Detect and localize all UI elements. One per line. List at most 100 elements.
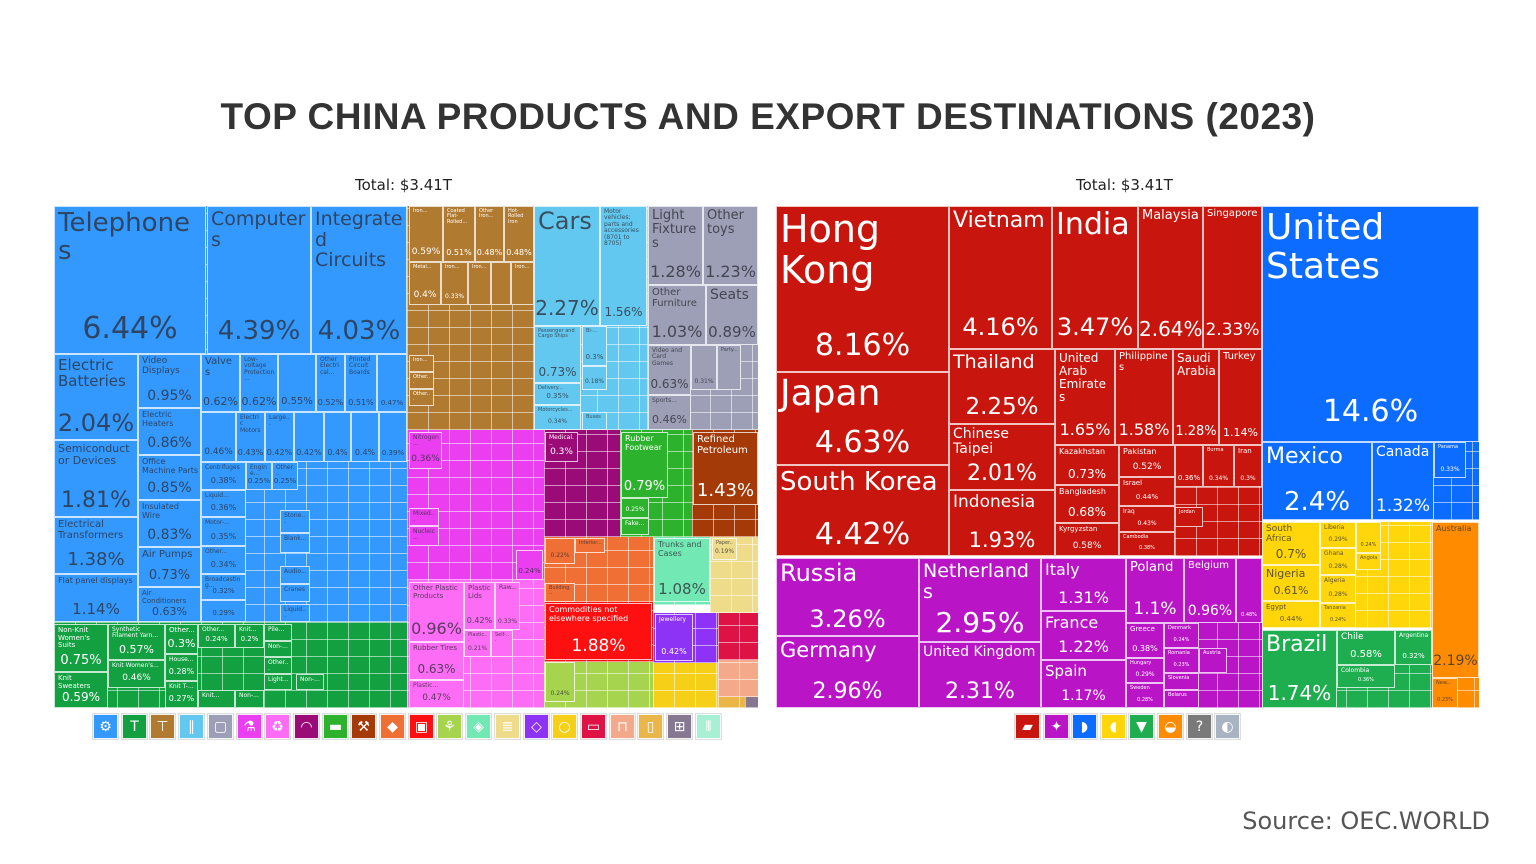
- t-shirt-icon[interactable]: T: [121, 713, 148, 740]
- treemap-cell[interactable]: Stone...: [280, 510, 310, 533]
- shoe-icon[interactable]: ▬: [322, 713, 349, 740]
- treemap-cell[interactable]: Other Electrical... 0.52%: [316, 354, 345, 412]
- treemap-cell[interactable]: Air Conditioners 0.63%: [138, 587, 201, 622]
- treemap-cell[interactable]: Hot-Rolled Iron 0.48%: [504, 206, 534, 262]
- treemap-cell[interactable]: Poland 1.1%: [1126, 558, 1184, 623]
- treemap-cell[interactable]: Paper... 0.19%: [712, 538, 737, 560]
- treemap-cell[interactable]: Burma 0.34%: [1203, 445, 1234, 487]
- treemap-cell[interactable]: Brazil 1.74%: [1262, 630, 1337, 708]
- treemap-cell[interactable]: Iraq 0.43%: [1119, 506, 1175, 532]
- treemap-cell[interactable]: Sports... 0.46%: [648, 395, 691, 430]
- treemap-cell[interactable]: Russia 3.26%: [776, 558, 919, 636]
- treemap-cell[interactable]: Semiconductor Devices 1.81%: [54, 440, 138, 517]
- treemap-cell[interactable]: Malaysia 2.64%: [1138, 206, 1203, 349]
- treemap-cell[interactable]: Netherlands 2.95%: [919, 558, 1041, 642]
- treemap-cell[interactable]: Jordan: [1175, 507, 1203, 527]
- treemap-cell[interactable]: Slovenia: [1164, 673, 1199, 690]
- treemap-cell[interactable]: Metal... 0.4%: [409, 262, 441, 305]
- treemap-cell[interactable]: Integrated Circuits 4.03%: [311, 206, 407, 354]
- fruit-icon[interactable]: ○: [551, 713, 578, 740]
- treemap-cell[interactable]: 0.48%: [1236, 558, 1262, 623]
- north-america-map-icon[interactable]: ◗: [1071, 713, 1098, 740]
- treemap-cell[interactable]: South Korea 4.42%: [776, 465, 949, 556]
- europe-map-icon[interactable]: ✦: [1043, 713, 1070, 740]
- treemap-cell[interactable]: Non-...: [235, 690, 264, 708]
- treemap-cell[interactable]: Algeria 0.28%: [1320, 575, 1356, 603]
- treemap-cell[interactable]: Argentina 0.32%: [1395, 630, 1432, 665]
- treemap-cell[interactable]: Panama 0.33%: [1434, 442, 1466, 478]
- treemap-cell[interactable]: Rubber Tires 0.63%: [409, 642, 464, 680]
- treemap-cell[interactable]: Non-Knit Women's Suits 0.75%: [54, 624, 108, 672]
- treemap-cell[interactable]: Romania 0.23%: [1164, 648, 1199, 673]
- treemap-cell[interactable]: Austria: [1199, 648, 1227, 673]
- treemap-cell[interactable]: Plastic Lids 0.42%: [464, 582, 495, 630]
- treemap-cell[interactable]: Other...: [264, 657, 292, 674]
- treemap-cell[interactable]: Spain 1.17%: [1041, 660, 1126, 708]
- treemap-cell[interactable]: Trunks and Cases 1.08%: [654, 538, 710, 602]
- treemap-cell[interactable]: Hong Kong 8.16%: [776, 206, 949, 372]
- treemap-cell[interactable]: Turkey 1.14%: [1219, 349, 1262, 445]
- treemap-cell[interactable]: Iron... 0.33%: [441, 262, 468, 305]
- treemap-cell[interactable]: Ghana 0.28%: [1320, 548, 1356, 575]
- treemap-cell[interactable]: United Kingdom 2.31%: [919, 642, 1041, 708]
- treemap-cell[interactable]: Knit Sweaters 0.59%: [54, 672, 108, 708]
- treemap-cell[interactable]: 0.4%: [324, 412, 351, 462]
- gauge-icon[interactable]: ◠: [293, 713, 320, 740]
- treemap-cell[interactable]: Air Pumps 0.73%: [138, 547, 201, 587]
- treemap-cell[interactable]: Jewellery 0.42%: [655, 614, 693, 661]
- treemap-cell[interactable]: Bangladesh 0.68%: [1055, 485, 1119, 523]
- treemap-cell[interactable]: Computers 4.39%: [207, 206, 311, 354]
- treemap-cell[interactable]: 0.24%: [516, 550, 543, 580]
- treemap-cell[interactable]: Nucleic...: [409, 526, 439, 546]
- treemap-cell[interactable]: Party...: [717, 345, 741, 390]
- treemap-cell[interactable]: 0.25%: [621, 498, 649, 518]
- treemap-cell[interactable]: Egypt 0.44%: [1262, 601, 1320, 628]
- treemap-cell[interactable]: 0.46%: [201, 412, 236, 462]
- stone-icon[interactable]: ◆: [379, 713, 406, 740]
- box-icon[interactable]: ▢: [207, 713, 234, 740]
- treemap-cell[interactable]: Singapore 2.33%: [1203, 206, 1262, 349]
- treemap-cell[interactable]: Mixed...: [409, 508, 439, 526]
- treemap-cell[interactable]: 0.36%: [1175, 445, 1203, 487]
- treemap-cell[interactable]: Vietnam 4.16%: [949, 206, 1052, 349]
- treemap-cell[interactable]: Synthetic Filament Yarn... 0.57%: [108, 624, 165, 660]
- treemap-cell[interactable]: Mexico 2.4%: [1262, 442, 1372, 520]
- treemap-cell[interactable]: Canada 1.32%: [1372, 442, 1434, 520]
- treemap-cell[interactable]: Motor-... 0.35%: [201, 517, 246, 546]
- treemap-cell[interactable]: Philippines 1.58%: [1115, 349, 1173, 445]
- asia-map-icon[interactable]: ▰: [1014, 713, 1041, 740]
- treemap-cell[interactable]: Knit T-... 0.27%: [165, 681, 198, 708]
- treemap-cell[interactable]: Other...: [409, 389, 434, 406]
- bottle-icon[interactable]: ▯: [637, 713, 664, 740]
- treemap-cell[interactable]: Light...: [264, 674, 292, 690]
- treemap-cell[interactable]: Electrical Transformers 1.38%: [54, 517, 138, 574]
- treemap-cell[interactable]: Knit...: [198, 690, 235, 708]
- treemap-cell[interactable]: Pakistan 0.52%: [1119, 445, 1175, 477]
- treemap-cell[interactable]: 0.4%: [351, 412, 379, 462]
- gun-icon[interactable]: ▭: [580, 713, 607, 740]
- treemap-cell[interactable]: Seats 0.89%: [706, 285, 758, 345]
- treemap-cell[interactable]: Flat panel displays 1.14%: [54, 574, 138, 622]
- treemap-cell[interactable]: Office Machine Parts 0.85%: [138, 455, 201, 500]
- treemap-cell[interactable]: Japan 4.63%: [776, 372, 949, 465]
- treemap-cell[interactable]: Raw... 0.33%: [495, 582, 520, 630]
- treemap-cell[interactable]: Electric Motors 0.43%: [236, 412, 265, 462]
- treemap-cell[interactable]: Knit Women's... 0.46%: [108, 660, 165, 688]
- treemap-cell[interactable]: Fake...: [621, 518, 649, 535]
- treemap-cell[interactable]: Other Iron... 0.48%: [475, 206, 504, 262]
- treemap-cell[interactable]: Greece 0.38%: [1126, 623, 1164, 658]
- treemap-cell[interactable]: Other... 0.34%: [201, 546, 246, 574]
- treemap-cell[interactable]: Rubber Footwear 0.79%: [621, 432, 668, 498]
- treemap-cell[interactable]: Electric Heaters 0.86%: [138, 408, 201, 455]
- diamond-icon[interactable]: ◇: [523, 713, 550, 740]
- flask-icon[interactable]: ⚗: [236, 713, 263, 740]
- treemap-cell[interactable]: 0.39%: [379, 412, 407, 462]
- treemap-cell[interactable]: United States 14.6%: [1262, 206, 1479, 442]
- treemap-cell[interactable]: Broadcasting... 0.32%: [201, 574, 246, 600]
- treemap-cell[interactable]: Angola: [1356, 553, 1381, 570]
- treemap-cell[interactable]: 0.18%: [582, 366, 607, 390]
- gear-icon[interactable]: ⚙: [92, 713, 119, 740]
- question-mark-icon[interactable]: ?: [1186, 713, 1213, 740]
- treemap-cell[interactable]: Iron...: [468, 262, 491, 305]
- anvil-icon[interactable]: ⊤: [149, 713, 176, 740]
